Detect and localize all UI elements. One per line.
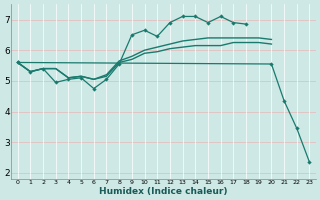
X-axis label: Humidex (Indice chaleur): Humidex (Indice chaleur) <box>99 187 228 196</box>
